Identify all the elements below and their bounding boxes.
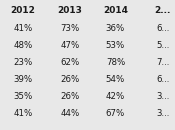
Text: 53%: 53% (106, 41, 125, 50)
Text: 2...: 2... (155, 6, 171, 15)
Text: 2014: 2014 (103, 6, 128, 15)
Text: 67%: 67% (106, 109, 125, 118)
Text: 41%: 41% (13, 24, 32, 33)
Text: 48%: 48% (13, 41, 32, 50)
Text: 26%: 26% (60, 75, 80, 84)
Text: 23%: 23% (13, 58, 32, 67)
Text: 62%: 62% (60, 58, 80, 67)
Text: 3...: 3... (156, 109, 169, 118)
Text: 5...: 5... (156, 41, 169, 50)
Text: 2013: 2013 (58, 6, 82, 15)
Text: 36%: 36% (106, 24, 125, 33)
Text: 3...: 3... (156, 92, 169, 101)
Text: 39%: 39% (13, 75, 32, 84)
Text: 41%: 41% (13, 109, 32, 118)
Text: 6...: 6... (156, 75, 169, 84)
Text: 2012: 2012 (10, 6, 35, 15)
Text: 44%: 44% (60, 109, 80, 118)
Text: 47%: 47% (60, 41, 80, 50)
Text: 42%: 42% (106, 92, 125, 101)
Text: 78%: 78% (106, 58, 125, 67)
Text: 54%: 54% (106, 75, 125, 84)
Text: 35%: 35% (13, 92, 32, 101)
Text: 7...: 7... (156, 58, 169, 67)
Text: 6...: 6... (156, 24, 169, 33)
Text: 73%: 73% (60, 24, 80, 33)
Text: 26%: 26% (60, 92, 80, 101)
